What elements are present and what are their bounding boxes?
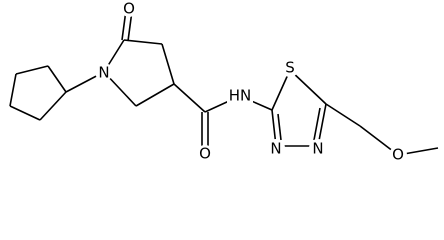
atom-label: N xyxy=(312,140,323,158)
atom-label: O xyxy=(123,0,135,18)
atom-label: O xyxy=(199,145,211,163)
atom-label: O xyxy=(392,146,404,164)
atom-labels: N O O HN S N N O xyxy=(95,0,407,164)
atom-label: N xyxy=(270,140,281,158)
atom-label: N xyxy=(98,64,109,82)
atom-label: S xyxy=(285,59,295,77)
atom-label: HN xyxy=(229,87,252,105)
bonds xyxy=(9,9,439,156)
molecule-diagram: N O O HN S N N O xyxy=(9,0,439,164)
